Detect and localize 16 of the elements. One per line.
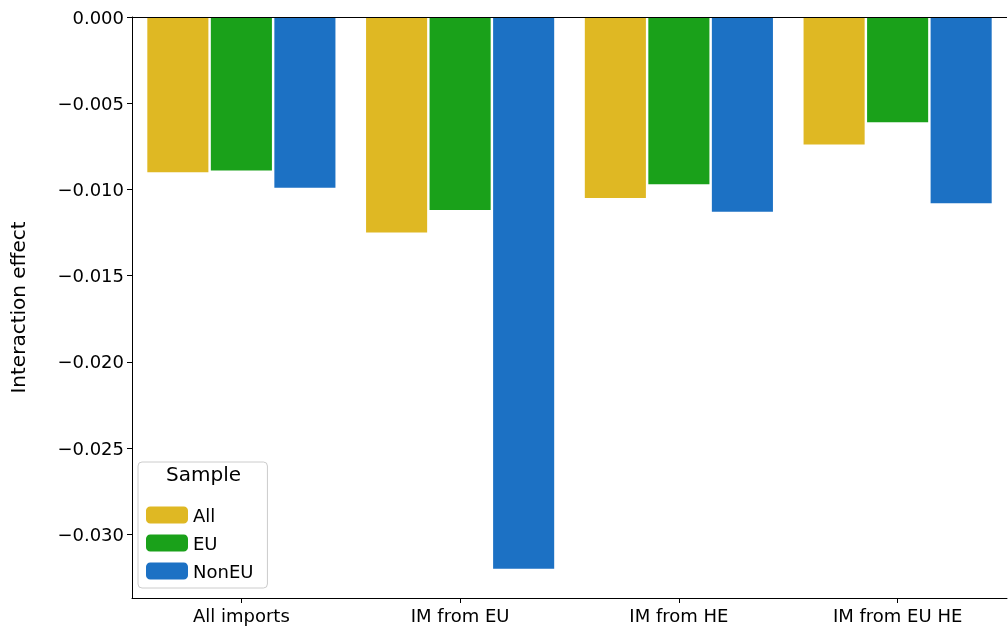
- x-tick-label: IM from HE: [629, 604, 729, 626]
- legend-label: All: [193, 504, 216, 526]
- legend-label: EU: [193, 532, 218, 554]
- x-tick-label: IM from EU HE: [832, 604, 963, 626]
- y-tick-label: −0.005: [57, 92, 124, 114]
- y-tick-label: −0.015: [57, 265, 124, 287]
- y-tick-label: −0.010: [57, 178, 124, 200]
- x-tick-label: IM from EU: [410, 604, 510, 626]
- y-tick-label: −0.030: [57, 523, 124, 545]
- y-tick-label: −0.020: [57, 351, 124, 373]
- y-tick-label: −0.025: [57, 437, 124, 459]
- x-tick-label: All imports: [192, 604, 290, 626]
- legend-title: Sample: [166, 462, 241, 486]
- legend-label: NonEU: [193, 560, 254, 582]
- y-axis-title: Interaction effect: [6, 221, 30, 394]
- y-tick-label: 0.000: [72, 6, 124, 28]
